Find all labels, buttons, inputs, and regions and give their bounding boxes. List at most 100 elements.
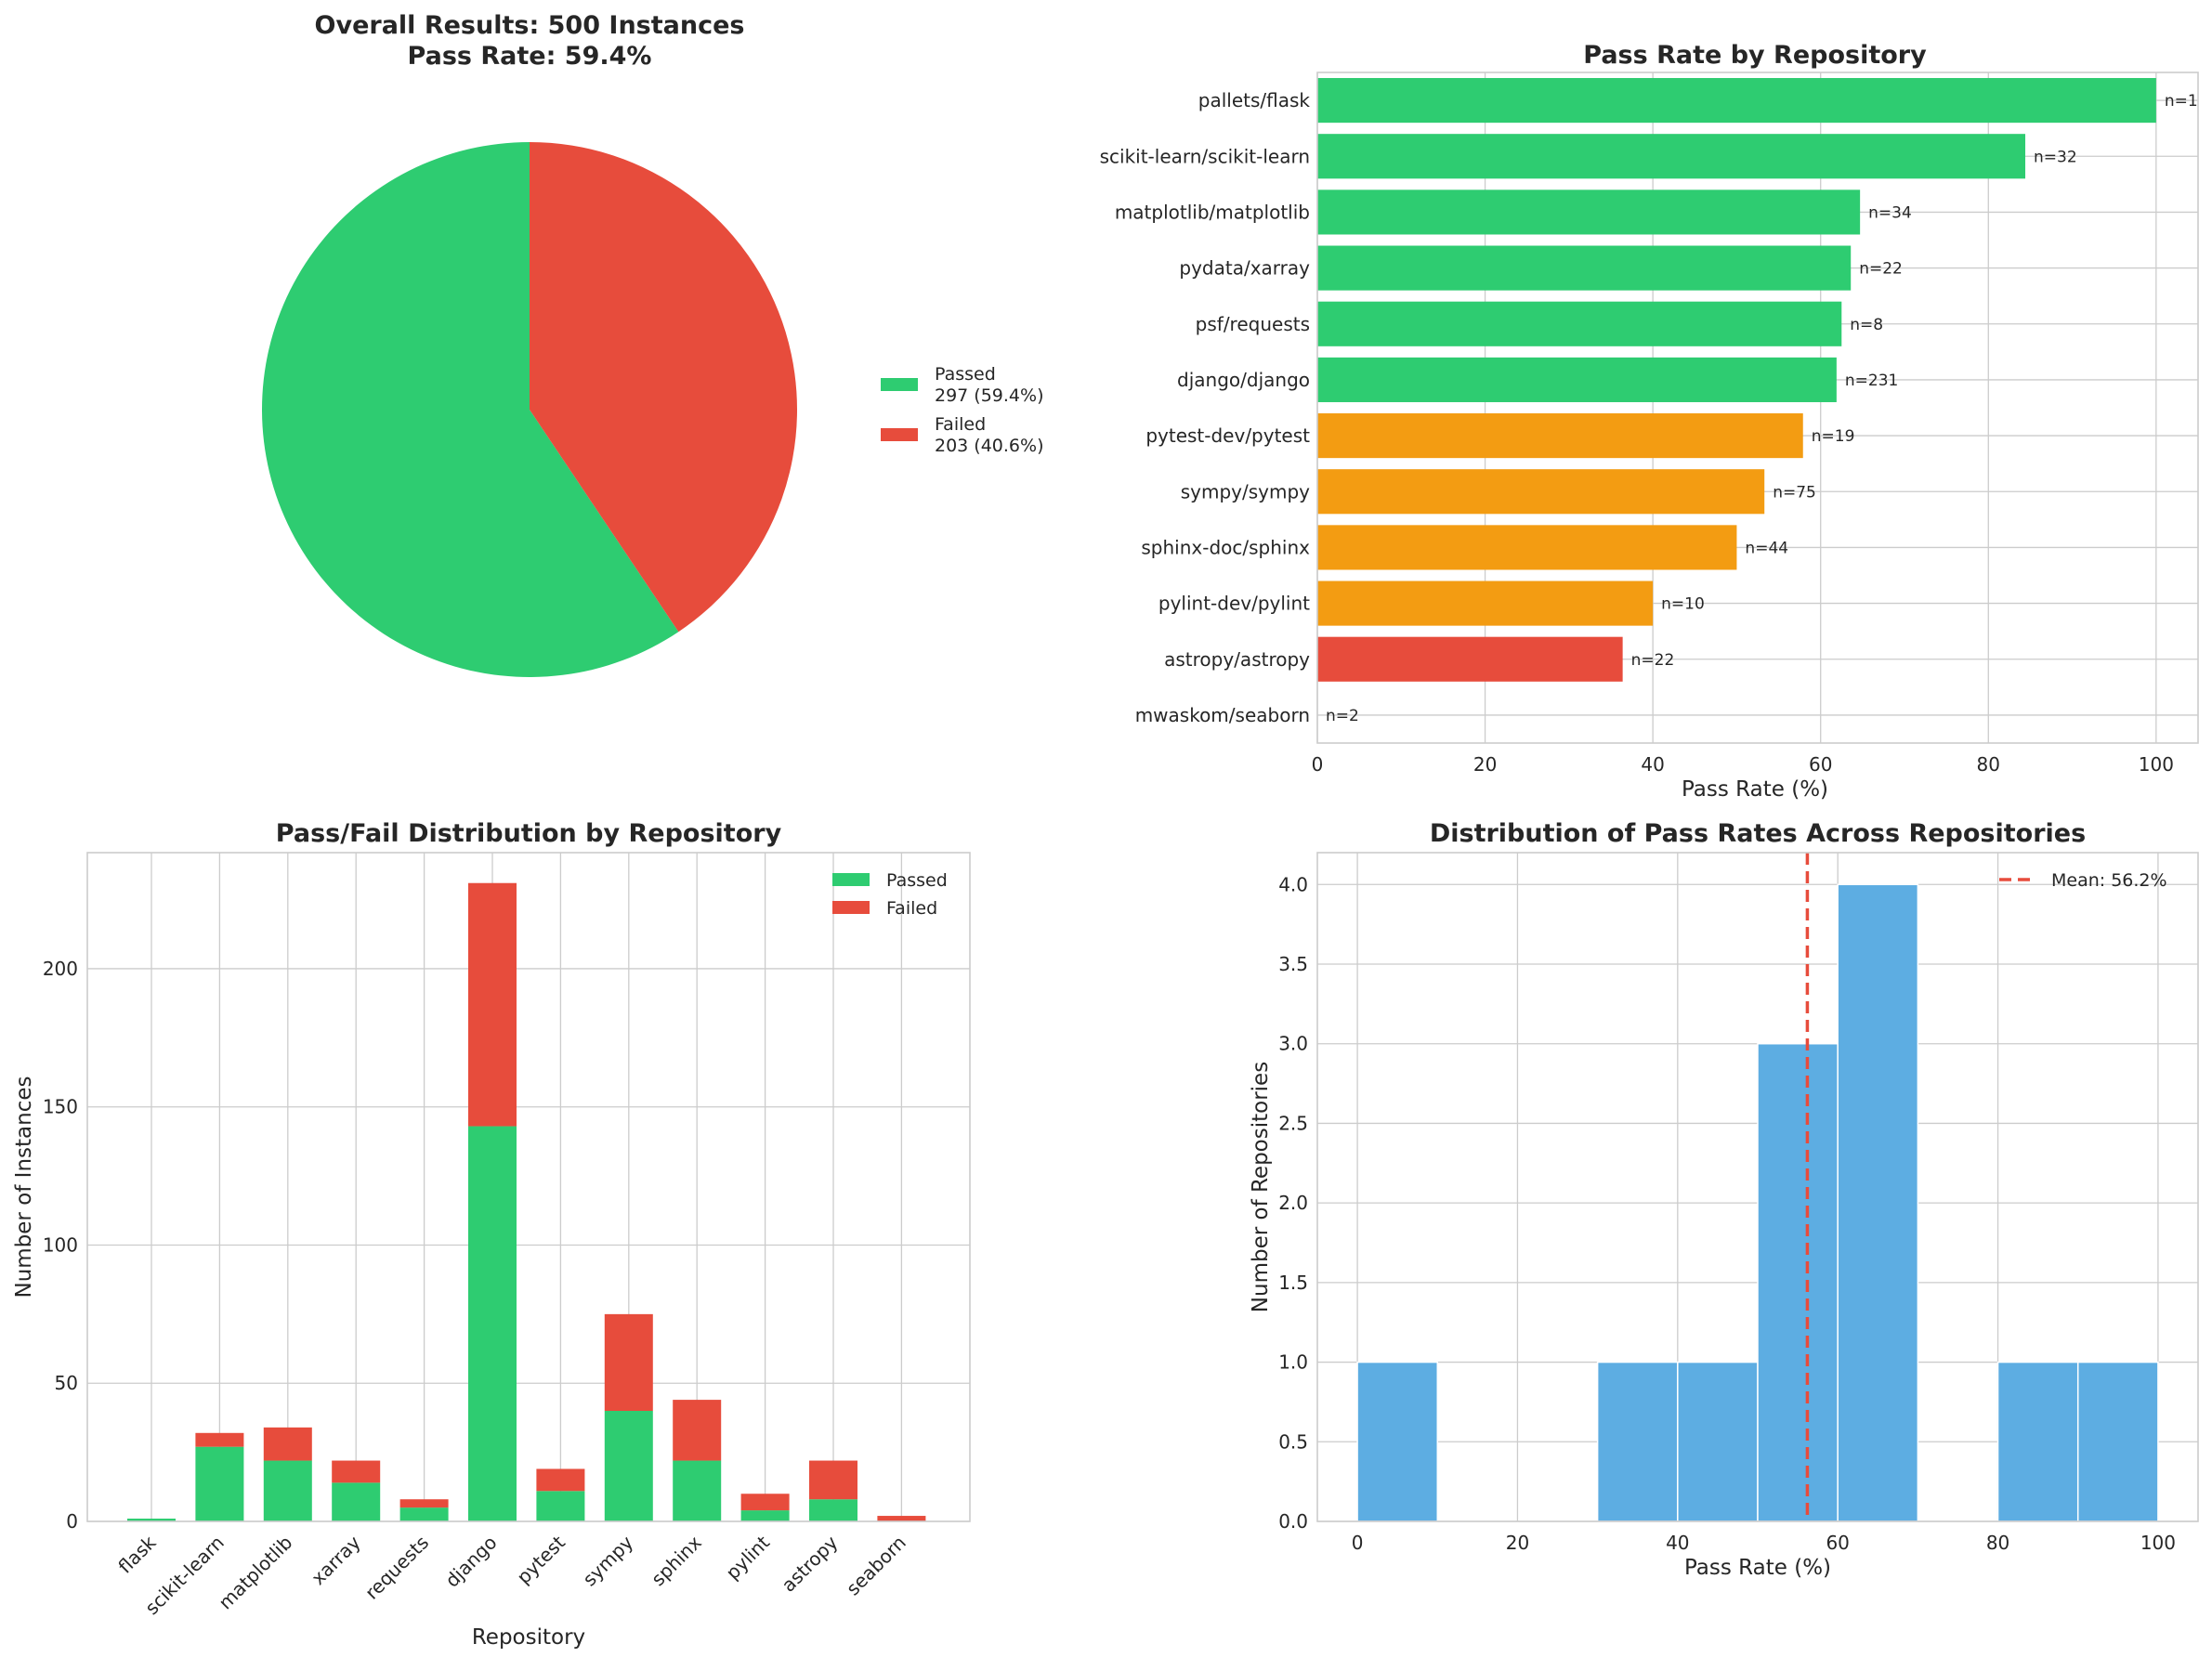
stacked-xtick-label: sphinx bbox=[647, 1531, 706, 1590]
stacked-bar-passed bbox=[399, 1507, 449, 1521]
hbar-category-label: astropy/astropy bbox=[1164, 648, 1310, 671]
stacked-bar-failed bbox=[809, 1460, 857, 1500]
hbar-frame bbox=[1316, 72, 2199, 744]
stacked-ytick-label: 100 bbox=[43, 1233, 78, 1256]
hbar-count-label: n=44 bbox=[1745, 539, 1788, 557]
hbar-xticks: 0 20 40 60 80 100 bbox=[1312, 753, 2174, 776]
hbar-category-label: sympy/sympy bbox=[1181, 480, 1310, 502]
stacked-bar-passed bbox=[332, 1482, 381, 1521]
stacked-ytick-label: 200 bbox=[43, 958, 78, 980]
pie-panel: Overall Results: 500 Instances Pass Rate… bbox=[262, 11, 1044, 677]
stacked-bar-failed bbox=[536, 1468, 585, 1492]
hbar-count-label: n=231 bbox=[1845, 372, 1898, 390]
hbar-count-label: n=75 bbox=[1773, 483, 1816, 502]
stacked-bars bbox=[127, 882, 926, 1521]
hist-ytick-label: 0.0 bbox=[1278, 1510, 1308, 1533]
stacked-xtick-label: requests bbox=[360, 1532, 433, 1604]
hist-title: Distribution of Pass Rates Across Reposi… bbox=[1430, 819, 2086, 848]
stacked-bar-passed bbox=[468, 1126, 517, 1521]
stacked-bar-failed bbox=[877, 1516, 926, 1521]
hbar-xtick-label: 80 bbox=[1977, 753, 2000, 776]
stacked-xtick-label: xarray bbox=[307, 1531, 365, 1589]
stacked-bar-passed bbox=[604, 1410, 653, 1521]
hbar-count-label: n=19 bbox=[1812, 427, 1855, 446]
stacked-bar-failed bbox=[195, 1432, 244, 1447]
hbar-category-label: sphinx-doc/sphinx bbox=[1141, 536, 1310, 558]
hist-xtick-label: 0 bbox=[1352, 1532, 1364, 1554]
hbar-bar bbox=[1317, 245, 1852, 291]
stacked-bar-passed bbox=[740, 1510, 790, 1521]
stacked-xtick-label: seaborn bbox=[842, 1532, 910, 1600]
hist-panel: Distribution of Pass Rates Across Reposi… bbox=[1249, 819, 2199, 1580]
stacked-bar-passed bbox=[809, 1499, 857, 1521]
hbar-bar bbox=[1317, 525, 1737, 570]
hbar-category-label: matplotlib/matplotlib bbox=[1115, 201, 1310, 223]
stacked-ylabel: Number of Instances bbox=[12, 1076, 36, 1298]
stacked-bar-failed bbox=[263, 1427, 312, 1461]
hist-bar bbox=[2076, 1361, 2159, 1522]
hbar-category-label: pydata/xarray bbox=[1179, 257, 1310, 280]
stacked-yticks: 0 50 100 150 200 bbox=[43, 958, 78, 1533]
hist-ytick-label: 1.0 bbox=[1278, 1351, 1308, 1374]
pie-legend-swatch-failed bbox=[881, 428, 918, 441]
hist-xtick-label: 60 bbox=[1826, 1532, 1849, 1554]
hbar-xlabel: Pass Rate (%) bbox=[1682, 777, 1828, 802]
pie-title-line1: Overall Results: 500 Instances bbox=[315, 11, 745, 40]
hbar-panel: Pass Rate by Repository n=1n=32n=34n=22n… bbox=[1100, 41, 2199, 802]
stacked-legend-failed: Failed bbox=[886, 898, 937, 919]
hist-ytick-label: 1.5 bbox=[1278, 1272, 1308, 1294]
pie-slice-passed bbox=[262, 142, 679, 677]
hbar-count-label: n=34 bbox=[1868, 203, 1912, 222]
stacked-legend-passed: Passed bbox=[886, 870, 948, 891]
hist-xlabel: Pass Rate (%) bbox=[1684, 1556, 1831, 1580]
hist-ytick-label: 3.5 bbox=[1278, 953, 1308, 975]
pie-slices bbox=[262, 142, 798, 677]
stacked-legend: Passed Failed bbox=[832, 870, 948, 919]
hbar-yticks: pallets/flask scikit-learn/scikit-learn ma… bbox=[1100, 89, 1311, 726]
stacked-bar-failed bbox=[332, 1460, 381, 1483]
hist-yticks: 0.0 0.5 1.0 1.5 2.0 2.5 3.0 3.5 4.0 bbox=[1278, 873, 1308, 1533]
stacked-xtick-label: pytest bbox=[512, 1531, 569, 1588]
stacked-ytick-label: 150 bbox=[43, 1096, 78, 1118]
hist-xticks: 0 20 40 60 80 100 bbox=[1352, 1532, 2176, 1554]
stacked-ytick-label: 50 bbox=[55, 1372, 78, 1394]
pie-legend-passed-value: 297 (59.4%) bbox=[935, 385, 1044, 406]
stacked-grid bbox=[87, 853, 970, 1522]
hbar-bars: n=1 n=32 n=34 n=22 n=8 n=231 n=19 n=75 n=44 n=10 n… bbox=[1317, 78, 2198, 725]
hbar-category-label: pallets/flask bbox=[1198, 89, 1311, 111]
stacked-legend-swatch-passed bbox=[832, 873, 870, 886]
hbar-category-label: pylint-dev/pylint bbox=[1158, 593, 1310, 615]
hbar-bar bbox=[1317, 78, 2156, 124]
stacked-bar-passed bbox=[195, 1446, 244, 1521]
stacked-ytick-label: 0 bbox=[66, 1510, 78, 1533]
stacked-xtick-label: django bbox=[440, 1532, 501, 1592]
hbar-xtick-label: 20 bbox=[1473, 753, 1497, 776]
hbar-count-label: n=22 bbox=[1631, 651, 1675, 670]
stacked-xlabel: Repository bbox=[472, 1625, 585, 1650]
hist-bar bbox=[1356, 1361, 1439, 1522]
hist-frame bbox=[1316, 852, 2199, 1522]
hbar-count-label: n=2 bbox=[1326, 707, 1359, 725]
hbar-bar bbox=[1317, 581, 1654, 626]
stacked-xtick-label: astropy bbox=[777, 1531, 842, 1596]
hist-bar bbox=[1677, 1361, 1759, 1522]
hbar-category-label: psf/requests bbox=[1196, 313, 1310, 335]
pie-legend-failed-name: Failed bbox=[935, 414, 986, 435]
hist-bar bbox=[1757, 1042, 1839, 1522]
hist-bar bbox=[1996, 1361, 2079, 1522]
hbar-category-label: scikit-learn/scikit-learn bbox=[1100, 145, 1310, 167]
hist-bar bbox=[1837, 883, 1919, 1522]
pie-legend: Passed 297 (59.4%) Failed 203 (40.6%) bbox=[881, 364, 1044, 456]
hist-xtick-label: 100 bbox=[2140, 1532, 2176, 1554]
pie-legend-swatch-passed bbox=[881, 378, 918, 391]
hbar-bar bbox=[1317, 134, 2026, 179]
hbar-title: Pass Rate by Repository bbox=[1583, 41, 1927, 70]
hbar-count-label: n=1 bbox=[2165, 92, 2198, 111]
hbar-category-label: mwaskom/seaborn bbox=[1135, 704, 1310, 726]
stacked-bar-passed bbox=[536, 1491, 585, 1521]
stacked-bar-passed bbox=[673, 1460, 722, 1521]
pie-legend-failed-value: 203 (40.6%) bbox=[935, 436, 1044, 456]
hist-ytick-label: 2.0 bbox=[1278, 1192, 1308, 1214]
stacked-bar-failed bbox=[399, 1499, 449, 1508]
stacked-bar-passed bbox=[127, 1519, 176, 1521]
